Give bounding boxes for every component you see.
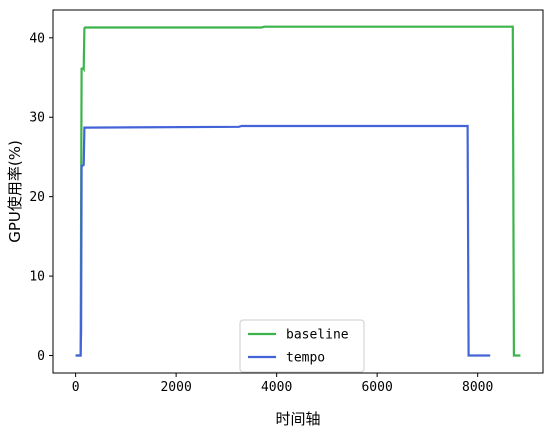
legend-label-baseline: baseline xyxy=(286,328,349,343)
x-axis-label: 时间轴 xyxy=(275,410,320,428)
y-tick-label: 20 xyxy=(29,190,45,205)
x-tick-label: 4000 xyxy=(261,380,292,395)
x-axis: 0 2000 4000 6000 8000 xyxy=(72,373,493,395)
legend: baseline tempo xyxy=(239,319,365,373)
legend-label-tempo: tempo xyxy=(286,351,325,366)
series-lines xyxy=(75,25,521,357)
plot-area xyxy=(52,9,544,374)
x-tick-label: 8000 xyxy=(462,380,493,395)
y-axis: 0 10 20 30 40 xyxy=(29,31,53,364)
y-tick-label: 30 xyxy=(29,111,45,126)
y-tick-label: 40 xyxy=(29,31,45,46)
series-line-baseline xyxy=(75,25,521,357)
x-tick-label: 2000 xyxy=(160,380,191,395)
x-tick-label: 6000 xyxy=(361,380,392,395)
y-tick-label: 10 xyxy=(29,270,45,285)
x-tick-label: 0 xyxy=(72,380,80,395)
y-tick-label: 0 xyxy=(37,349,45,364)
series-line-tempo xyxy=(75,124,491,357)
y-axis-label: GPU使用率(%) xyxy=(6,140,24,243)
